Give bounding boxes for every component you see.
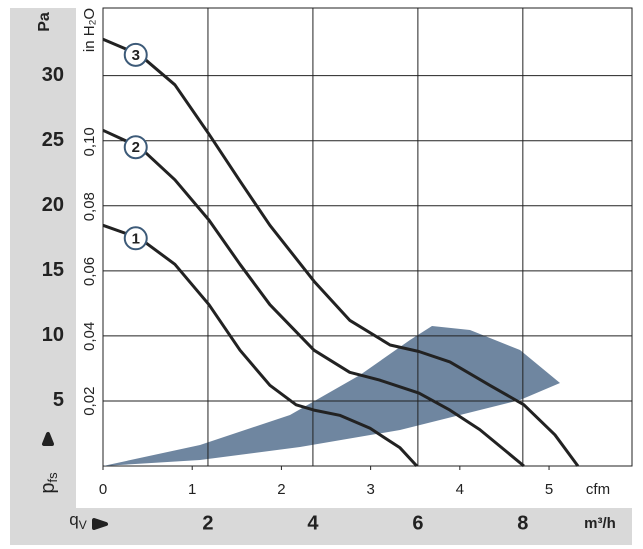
y2-tick-label: 0,02 <box>81 387 98 416</box>
y-label-symbol: p <box>37 483 59 494</box>
x2-tick-label: 3 <box>366 481 374 498</box>
x-arrow <box>92 518 108 530</box>
x2-tick-label: 1 <box>188 481 196 498</box>
curve <box>102 223 418 468</box>
x-tick-label: 8 <box>517 512 528 534</box>
y2-tick-label: 0,06 <box>81 257 98 286</box>
x2-tick-label: 2 <box>277 481 285 498</box>
x-tick-label: 4 <box>307 512 319 534</box>
y-arrow <box>42 432 54 446</box>
curve <box>102 37 580 467</box>
y-tick-label: 20 <box>42 194 64 216</box>
x-tick-label: 2 <box>202 512 213 534</box>
curve-label: 1 <box>132 230 140 247</box>
curve-label: 2 <box>132 139 140 156</box>
curve-badge <box>123 42 148 67</box>
bottom-band <box>10 508 632 545</box>
x-tick-label: 6 <box>412 512 423 534</box>
y-tick-label: 10 <box>42 324 64 346</box>
y-tick-label: 5 <box>53 389 64 411</box>
x2-tick-label: 0 <box>99 481 107 498</box>
left-band <box>10 8 76 545</box>
curve-badge <box>123 135 148 160</box>
x2-tick-label: 5 <box>545 481 553 498</box>
x-label-symbol: q <box>69 510 78 529</box>
curve-badge <box>123 226 148 251</box>
x-label-subscript: V <box>79 518 87 532</box>
y2-unit: in H₂O <box>81 8 98 52</box>
x-label: qV <box>69 510 86 532</box>
x2-tick-label: 4 <box>456 481 464 498</box>
y2-tick-label: 0,08 <box>81 192 98 221</box>
y-tick-label: 30 <box>42 64 64 86</box>
y2-tick-label: 0,04 <box>81 322 98 351</box>
y-unit: Pa <box>36 12 53 32</box>
y-label-subscript: fs <box>45 472 60 483</box>
y2-tick-label: 0,10 <box>81 127 98 156</box>
curves <box>102 37 580 468</box>
x2-unit: cfm <box>586 481 610 498</box>
y-tick-label: 25 <box>42 129 64 151</box>
curve-label: 3 <box>132 47 140 64</box>
x-unit: m³/h <box>584 515 616 532</box>
grid <box>103 8 632 466</box>
curve <box>102 128 525 468</box>
y-tick-label: 15 <box>42 259 64 281</box>
y-label: pfs <box>37 472 60 494</box>
